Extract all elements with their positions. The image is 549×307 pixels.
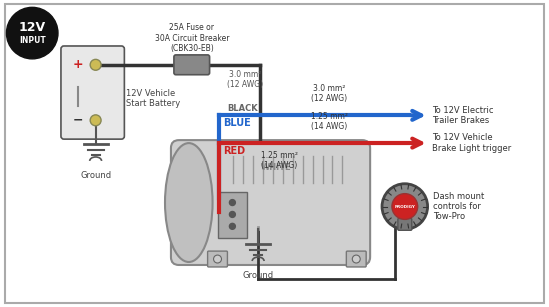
- Text: Dash mount
controls for
Tow-Pro: Dash mount controls for Tow-Pro: [433, 192, 484, 221]
- Circle shape: [90, 59, 101, 70]
- Text: INPUT: INPUT: [19, 36, 46, 45]
- Text: 3.0 mm²
(12 AWG): 3.0 mm² (12 AWG): [311, 84, 348, 103]
- Text: 1.25 mm²
(14 AWG): 1.25 mm² (14 AWG): [261, 151, 298, 170]
- FancyBboxPatch shape: [217, 192, 247, 238]
- FancyBboxPatch shape: [5, 4, 544, 303]
- FancyBboxPatch shape: [171, 140, 370, 265]
- Ellipse shape: [165, 143, 212, 262]
- Text: RED: RED: [223, 146, 245, 156]
- Circle shape: [392, 194, 418, 220]
- Text: To 12V Vehicle
Brake Light trigger: To 12V Vehicle Brake Light trigger: [432, 134, 511, 153]
- FancyBboxPatch shape: [346, 251, 366, 267]
- Circle shape: [7, 7, 58, 59]
- Circle shape: [229, 223, 236, 229]
- FancyBboxPatch shape: [174, 55, 210, 75]
- Text: +: +: [72, 58, 83, 71]
- Text: 3.0 mm²
(12 AWG): 3.0 mm² (12 AWG): [227, 70, 264, 89]
- Text: −: −: [72, 114, 83, 127]
- Text: 12V Vehicle
Start Battery: 12V Vehicle Start Battery: [126, 89, 181, 108]
- Text: Ground: Ground: [243, 271, 274, 280]
- Text: WHITE: WHITE: [261, 163, 292, 172]
- Text: To 12V Electric
Trailer Brakes: To 12V Electric Trailer Brakes: [432, 106, 493, 125]
- Text: BLUE: BLUE: [223, 118, 251, 128]
- Circle shape: [229, 200, 236, 205]
- Text: 25A Fuse or
30A Circuit Breaker
(CBK30-EB): 25A Fuse or 30A Circuit Breaker (CBK30-E…: [154, 23, 229, 53]
- Text: PRODIGY: PRODIGY: [394, 204, 415, 208]
- Circle shape: [382, 184, 428, 229]
- Text: Ground: Ground: [80, 171, 111, 180]
- FancyBboxPatch shape: [398, 218, 412, 230]
- Text: 12V: 12V: [19, 21, 46, 34]
- Circle shape: [90, 115, 101, 126]
- FancyBboxPatch shape: [208, 251, 227, 267]
- FancyBboxPatch shape: [61, 46, 125, 139]
- Circle shape: [229, 212, 236, 217]
- Circle shape: [352, 255, 360, 263]
- Text: 1.25 mm²
(14 AWG): 1.25 mm² (14 AWG): [311, 112, 348, 131]
- Text: BLACK: BLACK: [227, 104, 258, 113]
- Circle shape: [214, 255, 221, 263]
